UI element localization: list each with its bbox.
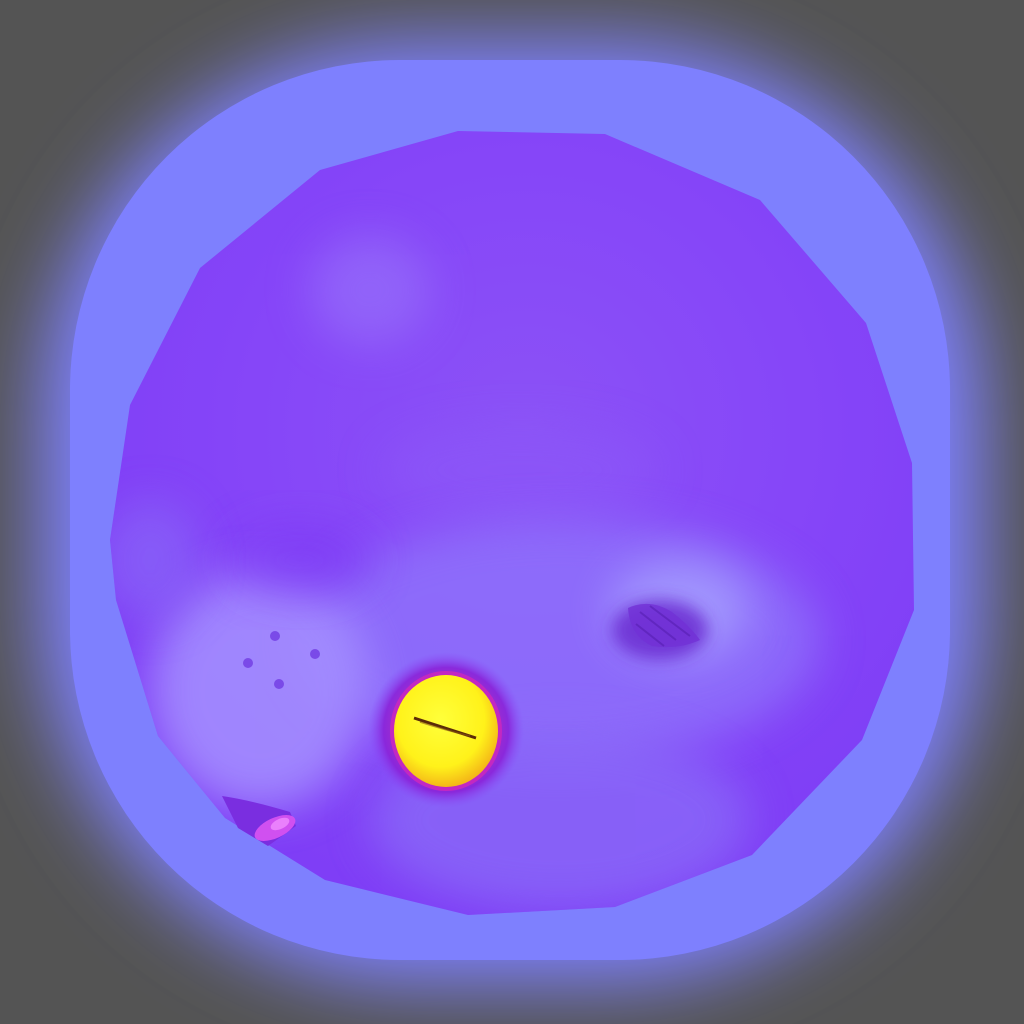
four-dot-marker-icon (243, 631, 320, 689)
magenta-mark-icon (222, 796, 296, 846)
dark-patch-icon (612, 600, 708, 660)
warm-spot-icon[interactable] (368, 652, 524, 808)
